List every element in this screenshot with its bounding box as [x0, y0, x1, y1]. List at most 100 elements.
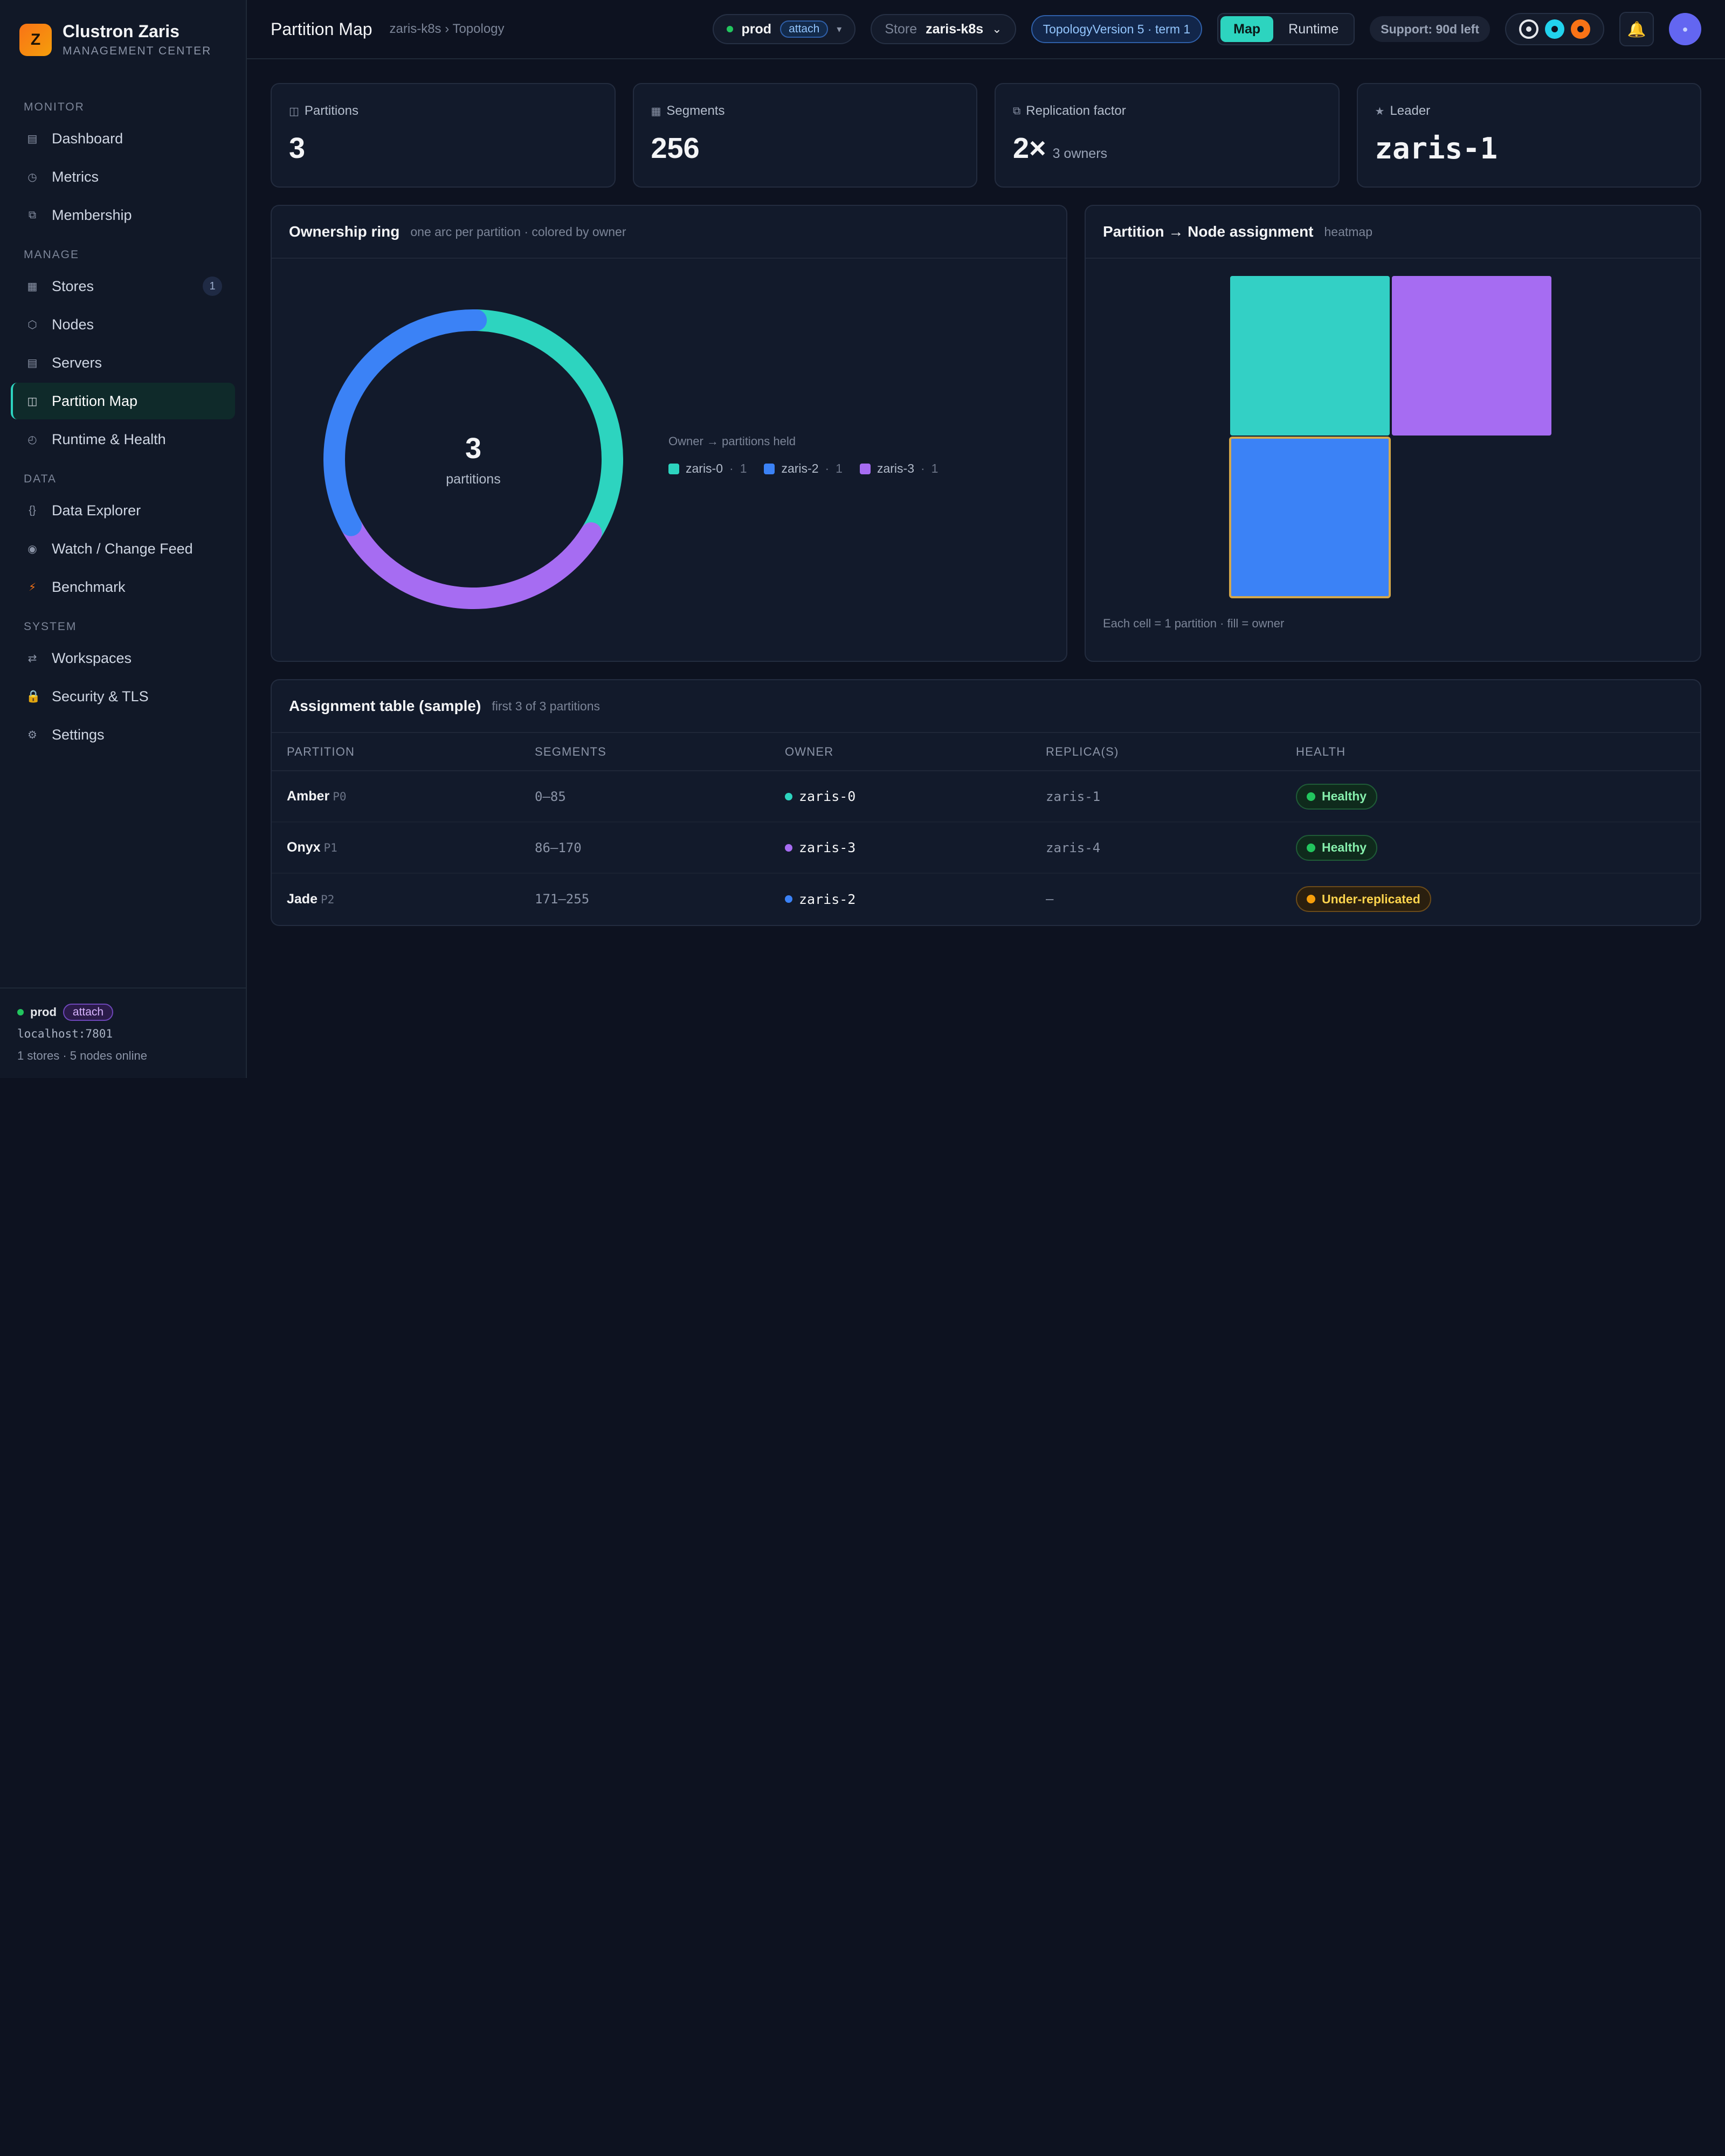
owner-name: zaris-2 — [799, 891, 856, 907]
online-dot — [17, 1009, 24, 1015]
status-badge: Healthy — [1296, 834, 1378, 861]
columns-icon: ◫ — [289, 105, 299, 118]
owner-name: zaris-0 — [799, 789, 856, 804]
map-icon: ◫ — [27, 395, 38, 407]
view-toggle: Map Runtime — [1217, 13, 1355, 45]
server-icon: ▤ — [27, 357, 38, 369]
chevron-down-icon: ⌄ — [992, 22, 1002, 36]
legend-count: 1 — [740, 461, 747, 475]
sidebar-item-membership[interactable]: ⧉ Membership — [11, 197, 235, 233]
stat-card-segments: ▦ Segments 256 — [632, 83, 977, 188]
star-icon: ★ — [1375, 105, 1385, 118]
status-dot-cyan-icon — [1545, 19, 1564, 39]
ring-title: Ownership ring — [289, 223, 400, 240]
sidebar-item-metrics[interactable]: ◷ Metrics — [11, 158, 235, 195]
ring-arc-amber[interactable] — [465, 309, 623, 544]
status-ring-icon — [1519, 19, 1538, 39]
partition-cell: Onyx P1 — [272, 822, 520, 874]
store-selector[interactable]: Store zaris-k8s ⌄ — [871, 14, 1016, 44]
nav-section-monitor: MONITOR — [24, 101, 85, 113]
owner-value: zaris-3 — [785, 840, 1016, 855]
tab-runtime[interactable]: Runtime — [1288, 21, 1339, 37]
sidebar-item-watch-change-feed[interactable]: ◉ Watch / Change Feed — [11, 530, 235, 567]
sidebar-item-stores[interactable]: ▦ Stores 1 — [11, 268, 235, 305]
layers-icon: ⧉ — [28, 209, 37, 221]
page-title: Partition Map — [271, 19, 372, 39]
sidebar-item-partition-map[interactable]: ◫ Partition Map — [11, 383, 235, 419]
sidebar-item-label: Partition Map — [52, 392, 138, 409]
ring-arc-jade[interactable] — [323, 309, 487, 536]
ring-svg — [323, 309, 623, 609]
legend-title: Owner → partitions held — [668, 434, 796, 448]
brand-title: Clustron Zaris — [63, 22, 180, 41]
bell-icon[interactable]: 🔔 — [1619, 12, 1654, 46]
sidebar-item-settings[interactable]: ⚙ Settings — [11, 716, 235, 753]
heatmap-cell-amber[interactable] — [1230, 276, 1390, 436]
sidebar-item-label: Nodes — [52, 316, 94, 333]
sidebar-item-label: Workspaces — [52, 649, 132, 666]
stat-label: ▦ Segments — [651, 103, 960, 119]
stat-card-leader: ★ Leader zaris-1 — [1356, 83, 1701, 188]
replica-cell: zaris-1 — [1031, 771, 1281, 823]
table-row[interactable]: Amber P0 0–85 zaris-0 zaris-1 Healthy — [272, 771, 1700, 823]
sidebar-item-workspaces[interactable]: ⇄ Workspaces — [11, 640, 235, 676]
stat-value-text: 3 — [289, 132, 306, 164]
environment-selector[interactable]: prod attach ▾ — [712, 14, 856, 44]
owner-value: zaris-0 — [785, 789, 1016, 804]
sidebar-item-runtime-health[interactable]: ◴ Runtime & Health — [11, 421, 235, 458]
ring-arc-onyx[interactable] — [340, 514, 602, 609]
table-row[interactable]: Jade P2 171–255 zaris-2 — Under-replicated — [272, 873, 1700, 924]
avatar[interactable]: ● — [1669, 13, 1701, 45]
env-attach-badge: attach — [780, 20, 829, 38]
table-title: Assignment table (sample) — [289, 697, 481, 714]
brand-logo: Z — [19, 23, 52, 56]
heatmap-title: Partition → Node assignment — [1103, 223, 1314, 240]
sidebar-item-servers[interactable]: ▤ Servers — [11, 344, 235, 381]
store-icon: ▦ — [27, 280, 38, 293]
sidebar-item-benchmark[interactable]: ⚡ Benchmark — [11, 569, 235, 605]
status-indicators[interactable] — [1505, 13, 1604, 45]
column-header-owner: OWNER — [770, 733, 1031, 771]
sidebar-item-label: Stores — [52, 278, 94, 294]
status-text: Healthy — [1322, 840, 1367, 854]
footer-host: localhost:7801 — [17, 1027, 113, 1040]
sidebar-item-dashboard[interactable]: ▤ Dashboard — [11, 120, 235, 157]
footer-stats: 1 stores · 5 nodes online — [17, 1049, 147, 1062]
table-subtitle: first 3 of 3 partitions — [492, 699, 601, 713]
heatmap-grid — [1229, 276, 1554, 599]
table-row[interactable]: Onyx P1 86–170 zaris-3 zaris-4 Healthy — [272, 822, 1700, 874]
legend-count: 1 — [836, 461, 843, 475]
heatmap-card: Partition → Node assignment heatmap Each… — [1085, 205, 1701, 662]
sidebar-item-label: Watch / Change Feed — [52, 540, 193, 557]
status-dot — [1307, 843, 1315, 852]
stat-card-replication-factor: ⧉ Replication factor 2× 3 owners — [995, 83, 1340, 188]
partition-name: Jade — [287, 891, 318, 907]
sidebar-item-security-tls[interactable]: 🔒 Security & TLS — [11, 678, 235, 715]
tab-map[interactable]: Map — [1220, 16, 1274, 42]
column-header-replica-s: REPLICA(S) — [1031, 733, 1281, 771]
brand[interactable]: Z Clustron Zaris MANAGEMENT CENTER — [0, 0, 246, 77]
store-label: Store — [885, 21, 917, 37]
ring-center-value: 3 — [465, 432, 482, 465]
ring-legend: Owner → partitions held zaris-0 · 1 zaris-2… — [668, 434, 938, 476]
heatmap-cell-jade[interactable] — [1229, 437, 1391, 598]
sidebar-item-data-explorer[interactable]: {} Data Explorer — [11, 492, 235, 529]
owner-name: zaris-3 — [799, 840, 856, 855]
table-body: Amber P0 0–85 zaris-0 zaris-1 Healthy Onyx P1 86… — [272, 771, 1700, 924]
status-dot-orange-icon — [1571, 19, 1590, 39]
partition-id: P2 — [320, 893, 335, 906]
eye-icon: ◉ — [27, 543, 37, 555]
sidebar-item-label: Servers — [52, 354, 102, 371]
main: Partition Map zaris-k8s › Topology prod … — [247, 0, 1725, 1078]
owner-dot — [785, 844, 792, 852]
content: ◫ Partitions 3 ▦ Segments 256 ⧉ Replication fac… — [247, 59, 1725, 926]
assignment-table-card: Assignment table (sample) first 3 of 3 p… — [271, 679, 1701, 926]
grid-icon: ▦ — [651, 105, 661, 118]
status-dot — [1307, 792, 1315, 801]
sidebar-item-nodes[interactable]: ⬡ Nodes — [11, 306, 235, 343]
heatmap-cell-onyx[interactable] — [1392, 276, 1551, 436]
owner-value: zaris-2 — [785, 892, 1016, 907]
assignment-table: PARTITION SEGMENTS OWNER REPLICA(S) HEALTH A… — [272, 733, 1700, 924]
segments-cell: 171–255 — [535, 892, 590, 907]
legend-name: zaris-2 — [781, 461, 819, 475]
